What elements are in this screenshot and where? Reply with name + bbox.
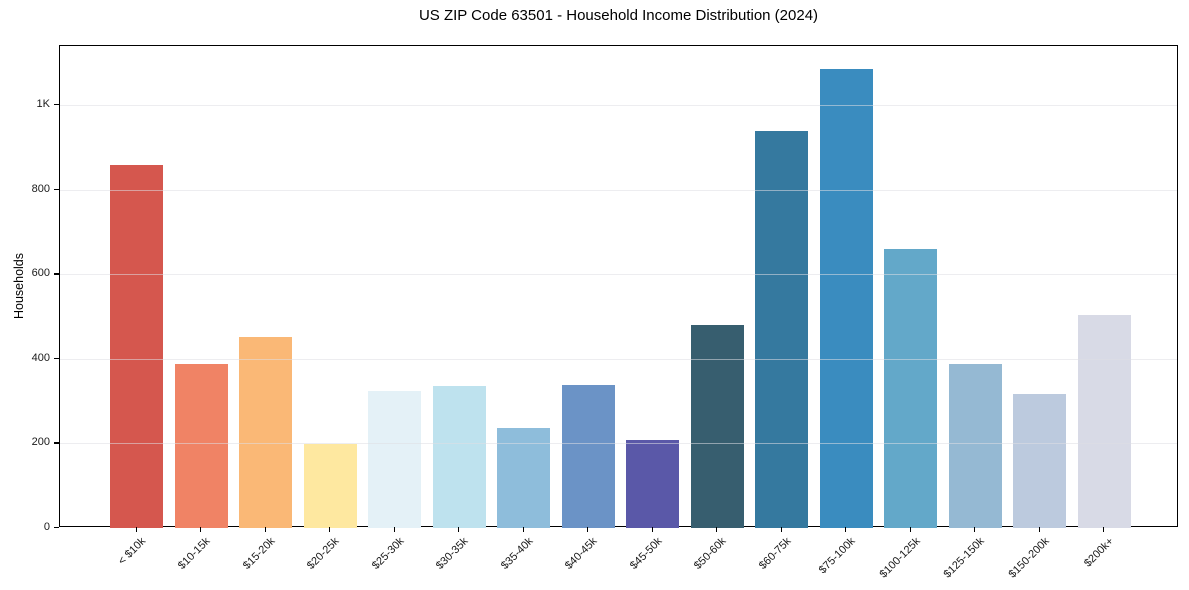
x-tick-mark	[393, 527, 395, 532]
x-tick-label: $200k+	[1081, 535, 1116, 570]
bar-$125-150k	[948, 363, 1002, 528]
x-tick-label: $45-50k	[627, 535, 665, 572]
x-tick-label: $10-15k	[176, 535, 213, 572]
x-tick-label: $150-200k	[1006, 535, 1052, 581]
x-tick-label: $50-60k	[692, 535, 729, 572]
y-tick-mark	[54, 527, 59, 529]
bar-$200k+	[1077, 314, 1131, 528]
bar-$30-35k	[432, 385, 486, 528]
bar-$60-75k	[755, 131, 808, 528]
x-tick-label: $20-25k	[305, 535, 342, 572]
x-tick-label: $125-150k	[941, 535, 987, 581]
gridline-y-200	[60, 443, 1177, 445]
x-tick-label: $40-45k	[563, 535, 600, 572]
bar-< $10k	[110, 165, 163, 528]
y-tick-label: 400	[31, 351, 50, 364]
x-tick-mark	[458, 527, 460, 532]
x-tick-label: $60-75k	[756, 535, 794, 572]
bar-$15-20k	[239, 336, 292, 528]
x-tick-label: $30-35k	[434, 535, 471, 572]
gridline-y-1000	[60, 105, 1177, 107]
x-tick-mark	[1103, 527, 1105, 532]
x-tick-mark	[1038, 527, 1040, 532]
y-tick-mark	[54, 188, 59, 190]
y-tick-label: 200	[31, 436, 50, 449]
x-tick-mark	[780, 527, 782, 532]
x-tick-mark	[264, 527, 266, 532]
gridline-y-600	[60, 274, 1177, 276]
y-tick-mark	[54, 357, 59, 360]
x-tick-mark	[587, 527, 589, 532]
bar-$45-50k	[626, 440, 679, 528]
bar-$150-200k	[1013, 393, 1066, 528]
y-tick-label: 600	[31, 267, 50, 280]
bar-$25-30k	[368, 390, 421, 528]
bar-$50-60k	[690, 325, 744, 528]
bar-$10-15k	[174, 363, 228, 528]
x-tick-mark	[200, 527, 202, 532]
y-axis-label: Households	[12, 252, 26, 320]
bar-$40-45k	[561, 385, 615, 528]
x-tick-mark	[329, 527, 331, 532]
plot-area	[59, 45, 1178, 528]
y-tick-mark	[54, 273, 59, 275]
x-tick-mark	[651, 527, 653, 532]
y-tick-mark	[54, 442, 59, 444]
bar-$75-100k	[819, 69, 873, 528]
x-tick-label: < $10k	[116, 535, 149, 568]
x-tick-label: $15-20k	[240, 535, 278, 572]
x-tick-mark	[909, 527, 911, 532]
bar-$100-125k	[884, 248, 937, 528]
x-tick-mark	[974, 527, 976, 532]
x-tick-mark	[522, 527, 524, 532]
x-tick-label: $35-40k	[498, 535, 536, 572]
gridline-y-400	[60, 358, 1177, 360]
bar-$20-25k	[303, 444, 357, 528]
x-tick-mark	[135, 527, 137, 532]
y-tick-label: 0	[43, 521, 50, 533]
y-tick-label: 800	[31, 182, 50, 195]
x-tick-label: $25-30k	[369, 535, 407, 572]
x-tick-label: $100-125k	[877, 535, 923, 581]
gridline-y-800	[60, 189, 1177, 191]
y-tick-label: 1K	[36, 98, 50, 111]
chart-title: US ZIP Code 63501 - Household Income Dis…	[418, 7, 819, 24]
x-tick-label: $75-100k	[816, 535, 858, 577]
x-tick-mark	[845, 527, 847, 532]
bar-$35-40k	[497, 427, 550, 528]
y-tick-mark	[54, 104, 59, 106]
x-tick-mark	[716, 527, 718, 532]
